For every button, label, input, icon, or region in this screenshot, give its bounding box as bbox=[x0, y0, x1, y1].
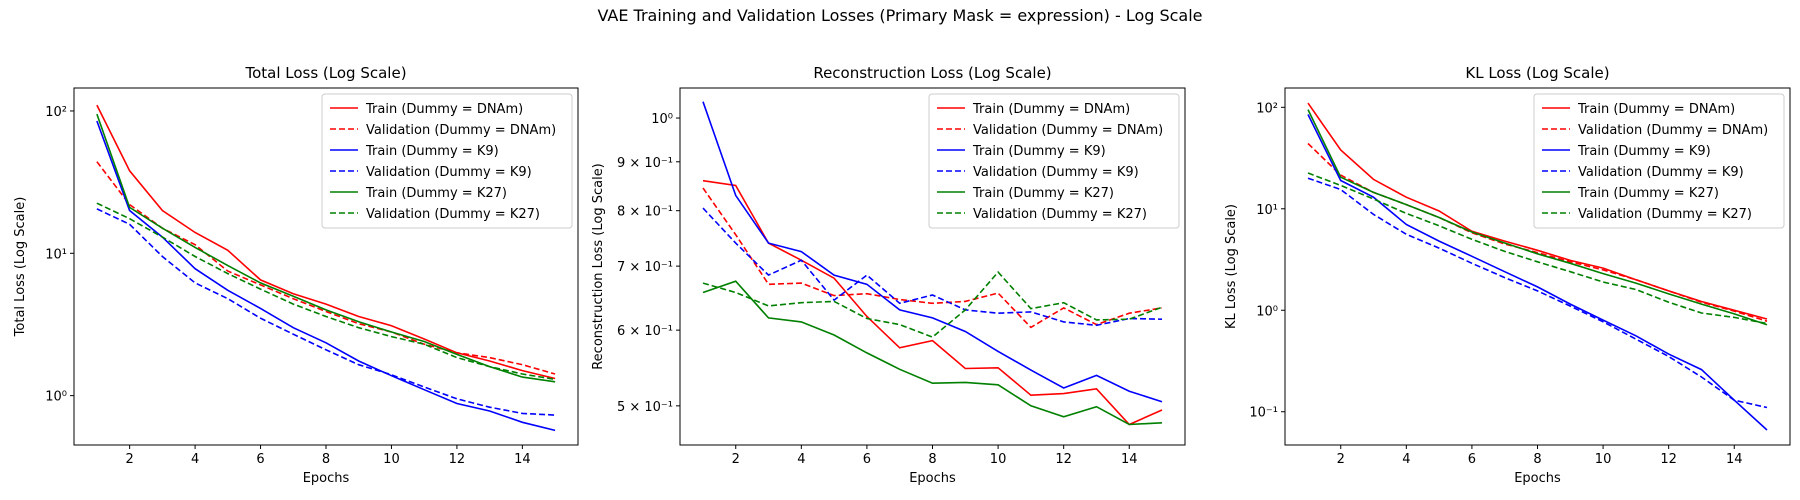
series-line-6 bbox=[702, 270, 1163, 339]
x-tick-label: 4 bbox=[191, 452, 199, 467]
legend-label: Validation (Dummy = DNAm) bbox=[1578, 123, 1768, 138]
legend-label: Validation (Dummy = K27) bbox=[1578, 207, 1752, 222]
legend-label: Validation (Dummy = DNAm) bbox=[366, 123, 556, 138]
x-tick-label: 12 bbox=[1055, 452, 1072, 467]
y-tick-label: 10¹ bbox=[45, 247, 67, 262]
series-line-3 bbox=[702, 101, 1163, 403]
x-tick-label: 8 bbox=[928, 452, 936, 467]
legend: Train (Dummy = DNAm) Validation (Dummy = … bbox=[1533, 93, 1785, 229]
y-tick-label: 10² bbox=[45, 105, 67, 120]
legend-box bbox=[321, 93, 573, 229]
x-tick-label: 6 bbox=[863, 452, 871, 467]
legend-label: Train (Dummy = DNAm) bbox=[972, 102, 1130, 117]
x-tick-label: 14 bbox=[1121, 452, 1138, 467]
x-tick-label: 2 bbox=[732, 452, 740, 467]
x-tick-label: 2 bbox=[1337, 452, 1345, 467]
series-line-3 bbox=[1307, 114, 1768, 431]
legend-label: Validation (Dummy = K9) bbox=[1578, 165, 1744, 180]
legend-label: Train (Dummy = K9) bbox=[365, 144, 499, 159]
chart-title: KL Loss (Log Scale) bbox=[1465, 64, 1609, 82]
x-tick-label: 12 bbox=[449, 452, 466, 467]
legend-label: Train (Dummy = DNAm) bbox=[365, 102, 523, 117]
y-tick-label: 10⁰ bbox=[1256, 304, 1278, 319]
legend-label: Train (Dummy = K9) bbox=[1577, 144, 1711, 159]
legend-box bbox=[1533, 93, 1785, 229]
series-line-1 bbox=[702, 179, 1163, 426]
x-tick-label: 8 bbox=[322, 452, 330, 467]
legend: Train (Dummy = DNAm) Validation (Dummy = … bbox=[321, 93, 573, 229]
x-tick-label: 10 bbox=[383, 452, 400, 467]
y-tick-label: 8 × 10⁻¹ bbox=[617, 205, 673, 220]
chart-1: Total Loss (Log Scale) 2 4 6 8 10 12 14 10⁰ 10¹ 10… bbox=[13, 64, 579, 486]
legend-label: Train (Dummy = K9) bbox=[972, 144, 1106, 159]
x-tick-label: 12 bbox=[1660, 452, 1677, 467]
legend-label: Train (Dummy = DNAm) bbox=[1577, 102, 1735, 117]
y-tick-label: 7 × 10⁻¹ bbox=[617, 260, 673, 275]
figure-title: VAE Training and Validation Losses (Prim… bbox=[597, 6, 1203, 25]
legend: Train (Dummy = DNAm) Validation (Dummy = … bbox=[928, 93, 1180, 229]
x-tick-label: 4 bbox=[1402, 452, 1410, 467]
series-line-3 bbox=[96, 120, 556, 432]
y-tick-label: 10¹ bbox=[1256, 203, 1278, 218]
x-tick-label: 4 bbox=[797, 452, 805, 467]
series-line-2 bbox=[702, 187, 1163, 329]
y-tick-label: 10⁻¹ bbox=[1249, 406, 1278, 421]
series-line-5 bbox=[96, 113, 556, 383]
legend-label: Validation (Dummy = DNAm) bbox=[973, 123, 1163, 138]
series-line-6 bbox=[96, 202, 556, 381]
series-line-4 bbox=[702, 207, 1163, 327]
chart-title: Reconstruction Loss (Log Scale) bbox=[813, 64, 1051, 82]
y-tick-label: 6 × 10⁻¹ bbox=[617, 324, 673, 339]
x-tick-label: 6 bbox=[1468, 452, 1476, 467]
legend-label: Validation (Dummy = K27) bbox=[366, 207, 540, 222]
legend-label: Train (Dummy = K27) bbox=[1577, 186, 1719, 201]
x-tick-label: 14 bbox=[514, 452, 531, 467]
x-tick-label: 10 bbox=[1595, 452, 1612, 467]
series-line-5 bbox=[702, 280, 1163, 426]
x-tick-label: 10 bbox=[990, 452, 1007, 467]
y-tick-label: 9 × 10⁻¹ bbox=[617, 156, 673, 171]
legend-label: Train (Dummy = K27) bbox=[972, 186, 1114, 201]
x-tick-label: 6 bbox=[256, 452, 264, 467]
x-axis-label: Epochs bbox=[303, 471, 350, 486]
y-tick-label: 10⁰ bbox=[45, 390, 67, 405]
x-axis-label: Epochs bbox=[1514, 471, 1561, 486]
series-line-1 bbox=[96, 104, 556, 380]
legend-box bbox=[928, 93, 1180, 229]
chart-title: Total Loss (Log Scale) bbox=[244, 64, 406, 82]
x-tick-label: 8 bbox=[1533, 452, 1541, 467]
y-tick-label: 10² bbox=[1256, 101, 1278, 116]
series-line-6 bbox=[1307, 172, 1768, 325]
y-axis-label: KL Loss (Log Scale) bbox=[1224, 204, 1239, 329]
x-tick-label: 14 bbox=[1726, 452, 1743, 467]
y-axis-label: Reconstruction Loss (Log Scale) bbox=[591, 163, 606, 370]
x-axis-label: Epochs bbox=[909, 471, 956, 486]
y-tick-label: 5 × 10⁻¹ bbox=[617, 400, 673, 415]
legend-label: Validation (Dummy = K9) bbox=[973, 165, 1139, 180]
series-line-4 bbox=[96, 208, 556, 416]
x-tick-label: 2 bbox=[125, 452, 133, 467]
legend-label: Validation (Dummy = K9) bbox=[366, 165, 532, 180]
chart-2: Reconstruction Loss (Log Scale) 2 4 6 8 10 12 1… bbox=[591, 64, 1186, 486]
y-tick-label: 10⁰ bbox=[651, 112, 673, 127]
series-line-2 bbox=[96, 161, 556, 375]
y-axis-label: Total Loss (Log Scale) bbox=[13, 197, 28, 338]
legend-label: Train (Dummy = K27) bbox=[365, 186, 507, 201]
chart-3: KL Loss (Log Scale) 2 4 6 8 10 12 14 10⁻¹ 10⁰ 10¹ 1… bbox=[1224, 64, 1791, 486]
series-line-5 bbox=[1307, 109, 1768, 326]
series-line-4 bbox=[1307, 177, 1768, 409]
legend-label: Validation (Dummy = K27) bbox=[973, 207, 1147, 222]
